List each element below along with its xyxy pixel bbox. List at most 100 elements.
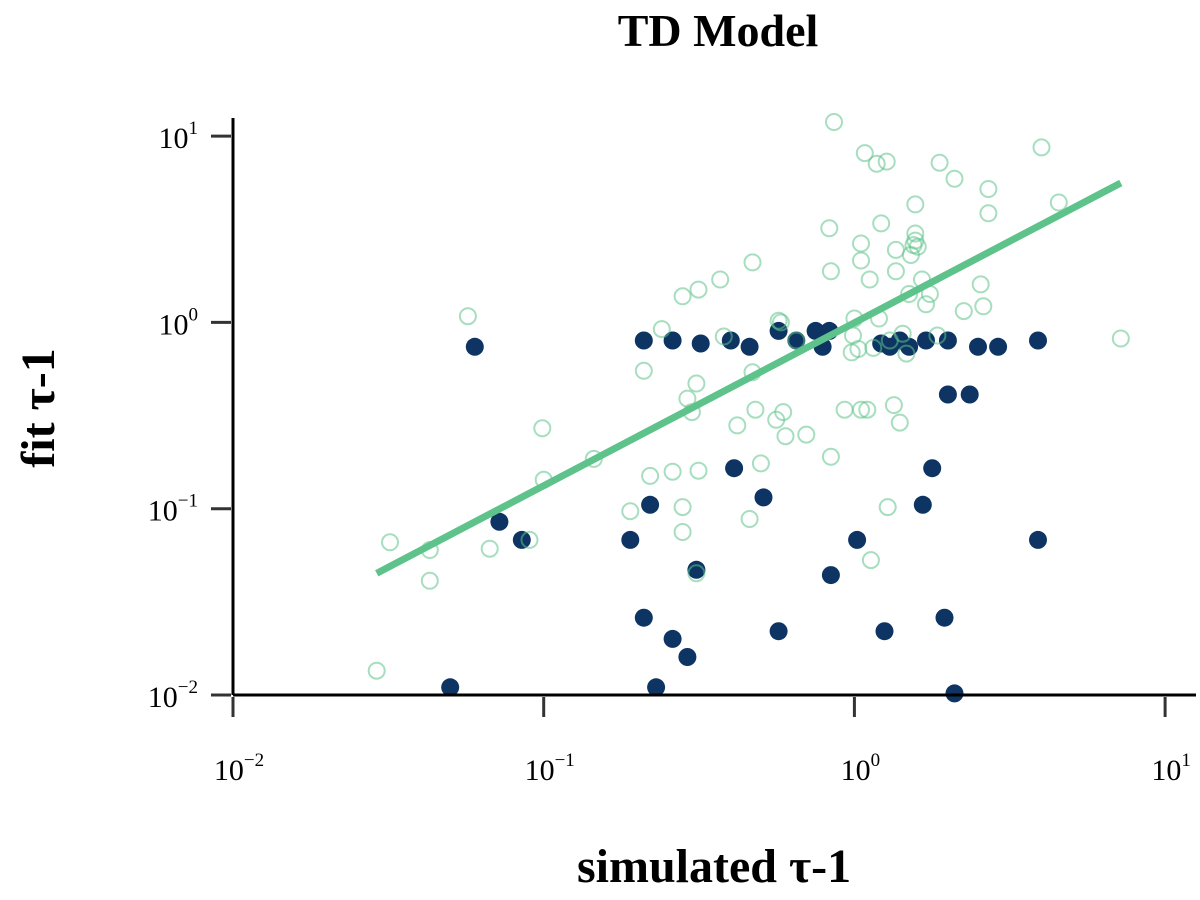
open-data-point-81	[954, 302, 973, 321]
open-data-point-25	[714, 327, 733, 346]
open-data-point-20	[687, 374, 706, 393]
filled-data-point-7	[634, 608, 653, 627]
y-tick-label-1: 10−1	[148, 491, 198, 528]
open-data-point-56	[867, 154, 886, 173]
filled-data-point-38	[960, 385, 979, 404]
open-data-point-60	[878, 498, 897, 517]
open-data-point-59	[877, 152, 896, 171]
open-data-point-22	[689, 461, 708, 480]
open-data-point-65	[890, 413, 909, 432]
open-data-point-3	[420, 571, 439, 590]
open-data-point-6	[520, 530, 539, 549]
filled-data-point-17	[754, 488, 773, 507]
open-data-point-49	[852, 234, 870, 253]
open-data-point-47	[849, 340, 868, 358]
open-data-point-21	[687, 564, 706, 583]
x-tick-label-0: 10−2	[214, 750, 264, 787]
open-data-point-42	[825, 113, 843, 131]
open-data-point-30	[746, 400, 765, 419]
filled-data-point-36	[935, 608, 954, 627]
open-data-point-55	[864, 338, 883, 357]
open-data-point-17	[673, 523, 692, 541]
x-tick-label-3: 101	[1151, 750, 1191, 787]
open-data-point-85	[979, 204, 998, 223]
open-data-point-7	[533, 419, 552, 438]
open-data-point-23	[689, 280, 708, 299]
filled-data-point-12	[687, 560, 706, 579]
open-data-point-26	[728, 416, 747, 435]
filled-data-point-37	[945, 684, 964, 703]
filled-data-point-28	[875, 622, 894, 641]
open-data-point-40	[821, 262, 840, 281]
open-data-point-14	[663, 462, 682, 481]
open-data-point-33	[769, 311, 788, 330]
open-data-point-15	[673, 287, 692, 306]
y-axis-label: fit τ-1	[12, 348, 65, 467]
open-data-point-24	[711, 270, 730, 289]
open-data-point-50	[852, 251, 870, 270]
open-data-point-66	[893, 324, 912, 343]
y-tick-label-0: 10−2	[148, 677, 198, 714]
filled-data-point-2	[490, 512, 509, 531]
filled-data-point-24	[821, 566, 840, 585]
open-data-point-74	[908, 237, 927, 256]
open-data-point-83	[974, 297, 993, 316]
open-data-point-1	[381, 533, 399, 552]
open-data-point-36	[776, 427, 795, 446]
x-tick-label-1: 10−1	[525, 750, 575, 787]
open-data-point-48	[852, 400, 870, 419]
open-data-point-0	[367, 661, 386, 680]
open-data-point-35	[774, 403, 793, 422]
filled-data-point-0	[465, 337, 484, 356]
open-data-point-53	[860, 270, 879, 289]
open-data-point-58	[872, 214, 891, 233]
filled-data-point-31	[917, 331, 935, 350]
filled-data-point-15	[725, 459, 744, 478]
open-data-point-41	[821, 447, 840, 466]
filled-data-point-16	[740, 337, 759, 356]
open-data-point-37	[787, 331, 806, 350]
open-data-point-67	[897, 344, 916, 363]
open-data-point-73	[906, 195, 925, 214]
filled-data-point-5	[634, 331, 653, 350]
open-data-point-62	[884, 396, 903, 415]
fit-line-layer	[375, 179, 1123, 577]
open-data-point-86	[1032, 138, 1051, 157]
open-data-point-63	[886, 240, 905, 259]
open-data-point-4	[458, 307, 477, 326]
open-data-point-13	[652, 320, 671, 339]
open-data-point-79	[930, 153, 949, 172]
open-data-point-28	[743, 253, 762, 272]
open-data-point-80	[945, 169, 964, 188]
filled-data-point-19	[769, 622, 788, 641]
filled-data-point-4	[621, 530, 640, 549]
filled-data-point-40	[989, 337, 1008, 356]
open-data-point-11	[634, 361, 653, 380]
open-data-point-5	[480, 539, 499, 558]
filled-data-point-33	[923, 459, 942, 478]
open-data-point-54	[861, 551, 880, 570]
open-data-point-16	[673, 498, 692, 517]
open-data-point-87	[1049, 193, 1068, 212]
open-data-point-68	[900, 285, 919, 303]
filled-data-point-25	[848, 530, 867, 549]
filled-data-point-34	[938, 385, 957, 404]
open-data-point-88	[1111, 329, 1130, 348]
y-tick-label-2: 100	[159, 304, 199, 341]
open-data-point-10	[621, 502, 640, 521]
open-data-point-72	[906, 224, 925, 243]
open-data-point-12	[641, 466, 660, 485]
filled-data-point-39	[969, 337, 987, 356]
y-axis-ticks: 10−2 10−1 100 101	[148, 118, 231, 714]
open-data-point-52	[858, 400, 877, 419]
open-data-point-34	[771, 313, 790, 332]
filled-data-point-8	[647, 678, 666, 697]
open-data-point-38	[797, 425, 816, 444]
chart-title: TD Model	[618, 5, 819, 56]
x-axis-ticks: 10−2 10−1 100 101	[214, 697, 1191, 787]
open-data-point-31	[751, 454, 770, 473]
open-data-point-27	[740, 510, 759, 528]
x-tick-label-2: 100	[841, 750, 881, 787]
filled-data-point-11	[678, 648, 697, 666]
